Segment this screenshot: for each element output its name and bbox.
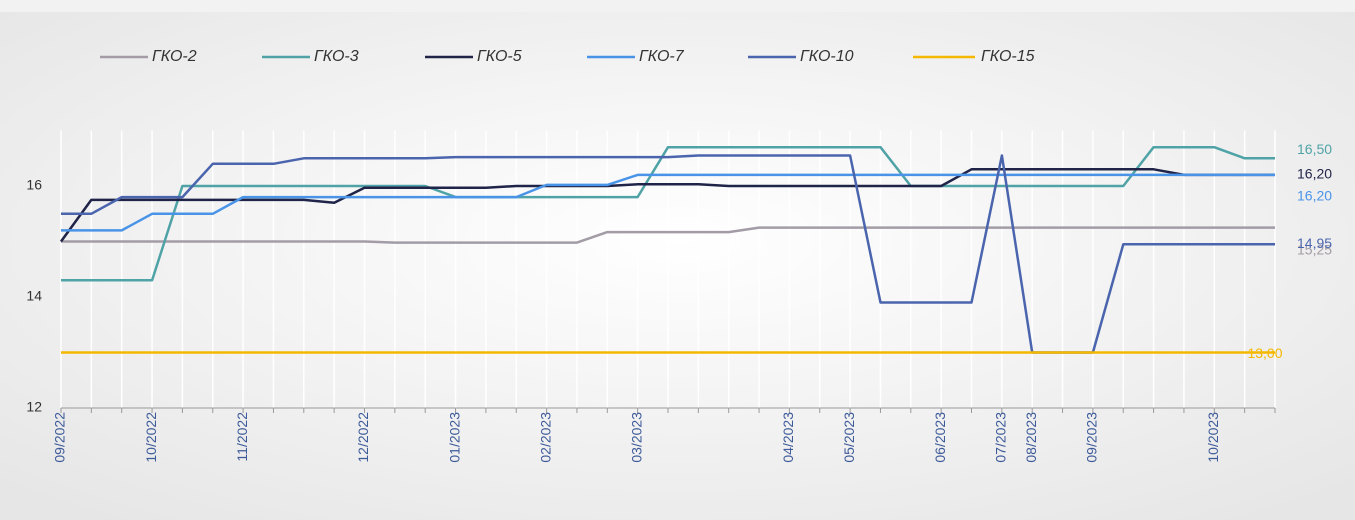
y-tick-label: 12: [26, 399, 42, 415]
data-label: 13,00: [1247, 345, 1282, 361]
x-tick-label: 12/2022: [355, 412, 371, 463]
data-label: 16,50: [1297, 141, 1332, 157]
x-tick-label: 07/2023: [993, 412, 1009, 463]
y-tick-label: 16: [26, 177, 42, 193]
x-tick-label: 11/2022: [234, 412, 250, 462]
x-tick-label: 10/2023: [1205, 412, 1221, 463]
legend-label: ГКО-3: [314, 48, 359, 65]
series-line: [61, 145, 1275, 282]
x-tick-label: 03/2023: [628, 412, 644, 463]
x-tick-label: 01/2023: [446, 412, 462, 463]
x-tick-label: 10/2022: [143, 412, 159, 463]
data-label: 15,25: [1297, 241, 1332, 257]
series-line: [61, 226, 1275, 244]
data-label: 16,20: [1297, 166, 1332, 182]
legend-label: ГКО-7: [639, 48, 685, 65]
y-tick-label: 14: [26, 288, 42, 304]
series-line: [61, 173, 1275, 232]
chart-background: [0, 12, 1355, 520]
x-tick-label: 04/2023: [780, 412, 796, 463]
x-tick-label: 09/2022: [52, 412, 68, 463]
x-tick-label: 05/2023: [841, 412, 857, 463]
x-tick-label: 06/2023: [932, 412, 948, 463]
legend-label: ГКО-10: [800, 48, 854, 65]
legend-label: ГКО-5: [477, 48, 522, 65]
x-tick-label: 02/2023: [537, 412, 553, 463]
data-label: 16,20: [1297, 188, 1332, 204]
series-line: [59, 168, 1275, 243]
x-tick-label: 09/2023: [1084, 412, 1100, 463]
data-label: 14,95: [1297, 235, 1332, 251]
legend-label: ГКО-15: [981, 48, 1035, 65]
x-tick-label: 08/2023: [1023, 412, 1039, 463]
legend-label: ГКО-2: [152, 48, 197, 65]
